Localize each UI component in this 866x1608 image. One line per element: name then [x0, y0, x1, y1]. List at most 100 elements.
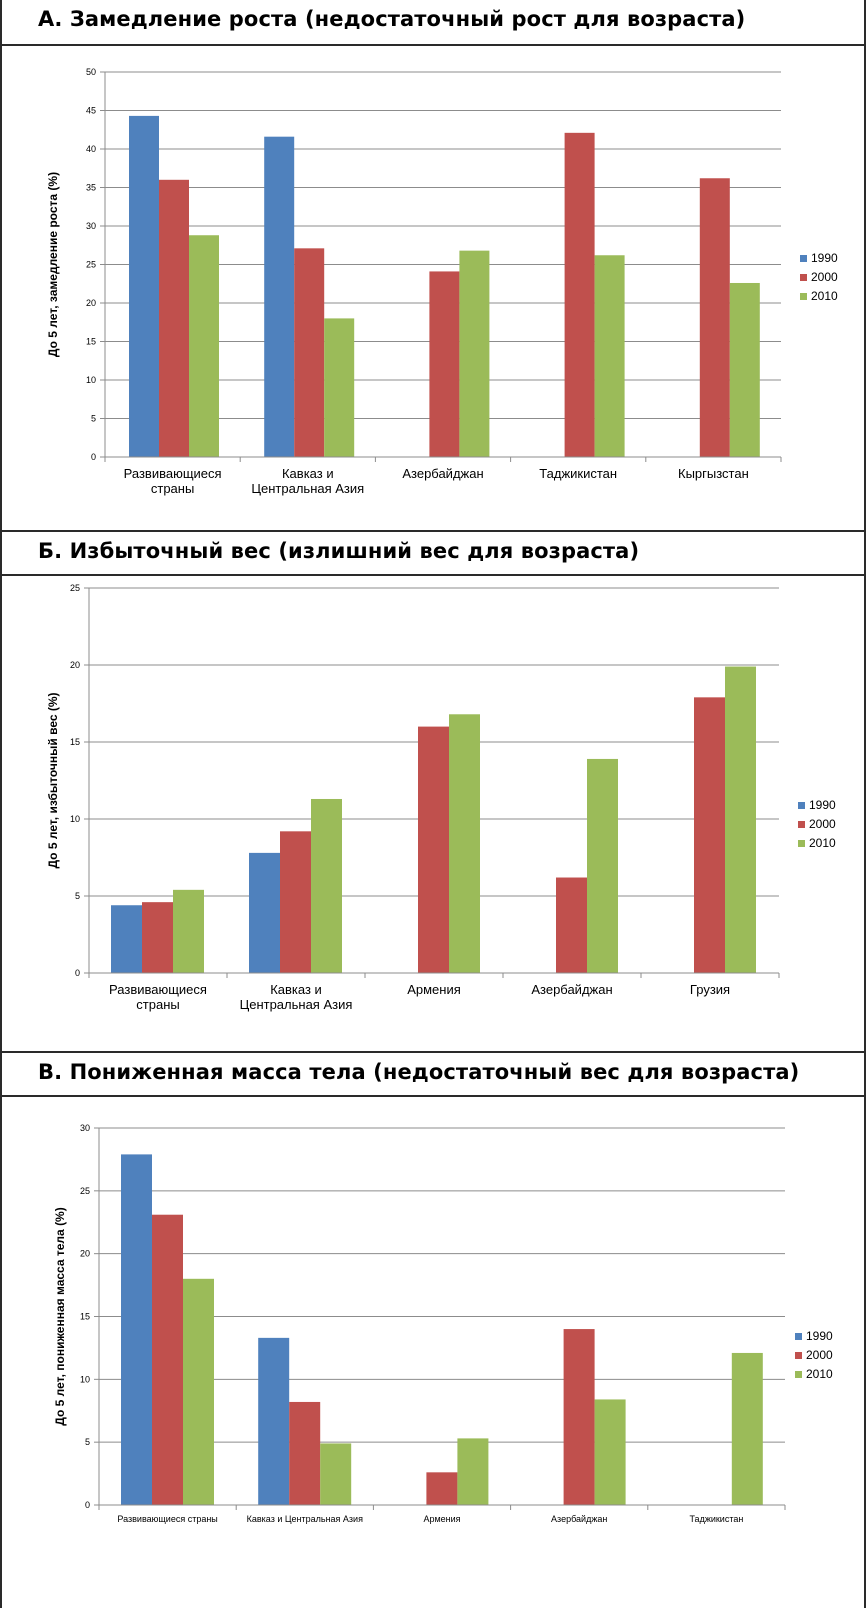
bar-2000-2 — [429, 271, 460, 457]
y-tick-label: 35 — [86, 183, 96, 193]
legend-label-2000: 2000 — [809, 817, 836, 831]
legend-swatch-2000 — [800, 274, 807, 281]
bar-2010-0 — [189, 235, 219, 457]
bar-2000-3 — [556, 877, 587, 973]
bar-2000-1 — [294, 248, 325, 457]
x-category-label: Центральная Азия — [240, 997, 353, 1012]
bar-2000-1 — [289, 1401, 321, 1505]
legend-swatch-1990 — [798, 802, 805, 809]
legend-swatch-2010 — [795, 1371, 802, 1378]
x-category-label: Центральная Азия — [251, 481, 364, 496]
y-tick-label: 10 — [80, 1374, 90, 1384]
bar-2010-4 — [731, 1352, 763, 1505]
y-tick-label: 50 — [86, 67, 96, 77]
legend-label-2010: 2010 — [811, 289, 838, 303]
y-tick-label: 20 — [70, 660, 80, 670]
bar-2010-0 — [183, 1278, 214, 1505]
bar-2010-2 — [449, 714, 480, 973]
legend-swatch-2000 — [795, 1352, 802, 1359]
bar-2010-3 — [594, 255, 625, 457]
panel-c-title: В. Пониженная масса тела (недостаточный … — [38, 1060, 800, 1084]
bar-2000-0 — [142, 902, 173, 973]
x-category-label: Армения — [407, 982, 461, 997]
legend-swatch-1990 — [800, 255, 807, 262]
bar-2010-4 — [729, 282, 760, 457]
bar-2000-1 — [280, 831, 311, 973]
bar-2010-4 — [725, 666, 756, 973]
y-tick-label: 30 — [80, 1123, 90, 1133]
legend-swatch-1990 — [795, 1333, 802, 1340]
y-tick-label: 10 — [70, 814, 80, 824]
bar-2010-3 — [594, 1399, 626, 1505]
y-axis-label: До 5 лет, избыточный вес (%) — [46, 692, 60, 868]
y-tick-label: 0 — [85, 1500, 90, 1510]
y-tick-label: 15 — [70, 737, 80, 747]
y-tick-label: 0 — [91, 452, 96, 462]
panel-a: А. Замедление роста (недостаточный рост … — [0, 0, 866, 532]
y-axis-label: До 5 лет, замедление роста (%) — [46, 172, 60, 357]
chart-c: 0 5 10 15 20 25 30 Развивающиеся страны Кавказ и… — [53, 1123, 833, 1524]
x-category-label: Кыргызстан — [678, 466, 749, 481]
y-tick-label: 25 — [80, 1186, 90, 1196]
legend-label-2000: 2000 — [811, 270, 838, 284]
panel-a-title-bar: А. Замедление роста (недостаточный рост … — [2, 0, 864, 46]
legend-label-2010: 2010 — [806, 1367, 833, 1381]
y-tick-label: 25 — [70, 583, 80, 593]
panel-c: В. Пониженная масса тела (недостаточный … — [0, 1051, 866, 1608]
x-category-label: Кавказ и — [270, 982, 322, 997]
y-tick-label: 5 — [91, 414, 96, 424]
x-category-label: Азербайджан — [551, 1514, 607, 1524]
legend-label-1990: 1990 — [811, 251, 838, 265]
panel-a-title: А. Замедление роста (недостаточный рост … — [38, 7, 746, 31]
x-category-label: Азербайджан — [531, 982, 612, 997]
y-tick-label: 0 — [75, 968, 80, 978]
bar-2010-1 — [324, 318, 355, 457]
bar-1990-1 — [258, 1337, 290, 1505]
bar-2010-0 — [173, 889, 204, 973]
bar-2010-2 — [457, 1438, 489, 1505]
bar-1990-1 — [249, 852, 280, 973]
y-tick-label: 5 — [75, 891, 80, 901]
legend-label-2010: 2010 — [809, 836, 836, 850]
bar-2010-3 — [587, 758, 618, 973]
panel-c-title-bar: В. Пониженная масса тела (недостаточный … — [2, 1051, 864, 1097]
bar-2000-2 — [426, 1472, 458, 1505]
bar-2010-1 — [311, 798, 342, 973]
x-category-label: Кавказ и — [282, 466, 334, 481]
x-category-label: Таджикистан — [539, 466, 617, 481]
y-tick-label: 5 — [85, 1437, 90, 1447]
y-tick-label: 15 — [80, 1312, 90, 1322]
bar-2000-4 — [699, 178, 730, 457]
bar-1990-0 — [121, 1154, 152, 1505]
y-tick-label: 40 — [86, 144, 96, 154]
x-category-label: Развивающиеся — [124, 466, 222, 481]
bar-2000-4 — [694, 697, 725, 973]
bar-2010-2 — [459, 250, 490, 457]
legend-label-1990: 1990 — [806, 1329, 833, 1343]
y-tick-label: 20 — [80, 1249, 90, 1259]
x-category-label: страны — [136, 997, 179, 1012]
y-axis-label: До 5 лет, пониженная масса тела (%) — [53, 1207, 67, 1425]
y-tick-label: 45 — [86, 106, 96, 116]
y-tick-label: 15 — [86, 337, 96, 347]
legend-label-2000: 2000 — [806, 1348, 833, 1362]
legend-label-1990: 1990 — [809, 798, 836, 812]
y-tick-label: 10 — [86, 375, 96, 385]
x-category-label: Развивающиеся страны — [117, 1514, 217, 1524]
x-category-label: страны — [151, 481, 194, 496]
x-category-label: Таджикистан — [689, 1514, 743, 1524]
bar-2000-3 — [563, 1329, 595, 1505]
y-tick-label: 30 — [86, 221, 96, 231]
panel-b-title: Б. Избыточный вес (излишний вес для возр… — [38, 539, 640, 563]
bar-1990-0 — [129, 115, 159, 457]
x-category-label: Азербайджан — [402, 466, 483, 481]
bar-1990-1 — [264, 136, 295, 457]
y-tick-label: 20 — [86, 298, 96, 308]
panel-b: Б. Избыточный вес (излишний вес для возр… — [0, 530, 866, 1053]
x-category-label: Грузия — [690, 982, 730, 997]
panel-b-title-bar: Б. Избыточный вес (излишний вес для возр… — [2, 530, 864, 576]
bar-2000-3 — [564, 132, 595, 457]
legend-swatch-2010 — [800, 293, 807, 300]
